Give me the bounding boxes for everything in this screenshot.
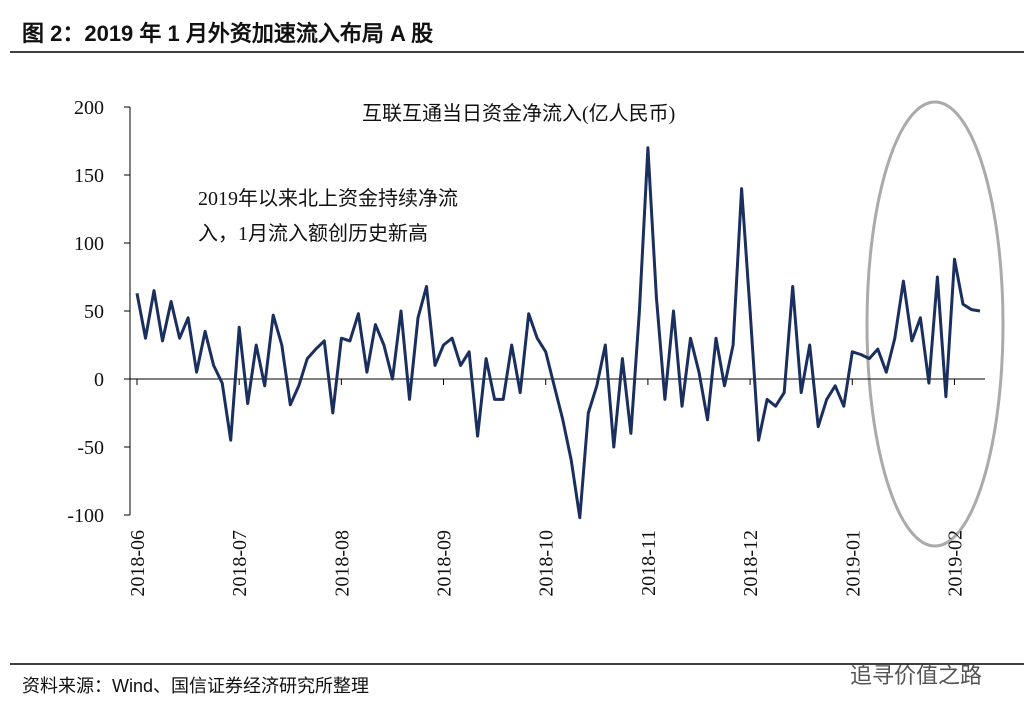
y-tick-label: 150: [74, 165, 104, 187]
x-tick-label: 2018-09: [434, 530, 456, 597]
source-note: 资料来源：Wind、国信证券经济研究所整理: [22, 676, 369, 696]
highlight-ellipse: [865, 100, 1005, 548]
x-tick-label: 2018-06: [127, 530, 149, 597]
y-tick-label: 0: [94, 369, 104, 391]
y-tick-label: 50: [84, 301, 104, 323]
y-tick-label: 100: [74, 233, 104, 255]
x-tick-label: 2018-12: [740, 530, 762, 597]
y-tick-label: 200: [74, 97, 104, 119]
series-line: [135, 146, 981, 520]
y-tick-label: -100: [67, 505, 104, 527]
watermark: 追寻价值之路: [850, 663, 982, 688]
chart-title: 图 2：2019 年 1 月外资加速流入布局 A 股: [22, 21, 433, 46]
legend-label: 互联互通当日资金净流入(亿人民币): [362, 102, 675, 125]
x-tick-label: 2019-02: [944, 530, 966, 597]
x-tick-label: 2018-08: [331, 530, 353, 597]
x-tick-label: 2018-11: [638, 530, 660, 596]
annotation: 2019年以来北上资金持续净流: [198, 187, 458, 210]
y-tick-label: -50: [77, 437, 104, 459]
x-tick-label: 2018-07: [229, 530, 251, 597]
annotation: 入，1月流入额创历史新高: [198, 222, 428, 245]
x-tick-label: 2018-10: [536, 530, 558, 597]
x-tick-label: 2019-01: [842, 530, 864, 597]
